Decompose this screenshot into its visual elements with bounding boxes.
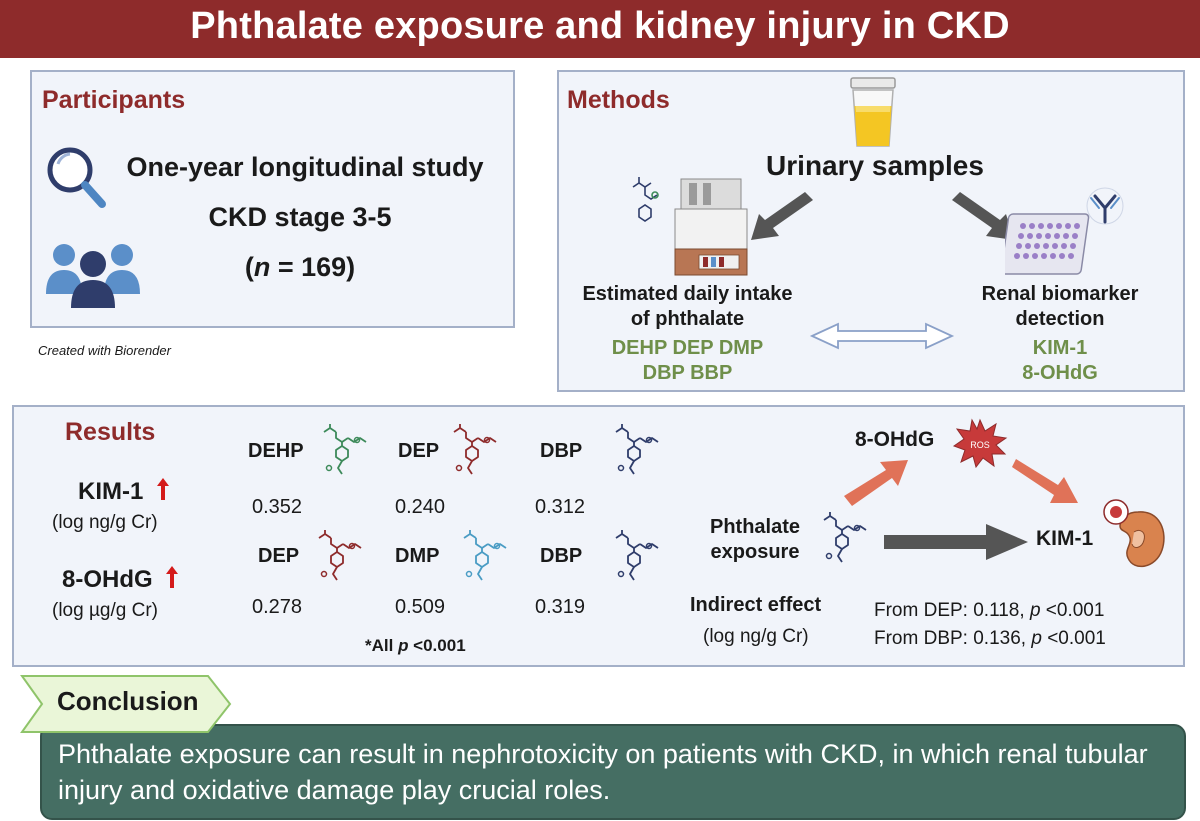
study-design: One-year longitudinal study <box>126 152 484 182</box>
intake-label-line1: Estimated daily intake <box>582 283 793 305</box>
ckd-stage: CKD stage 3-5 <box>208 202 392 232</box>
footnote-suffix: <0.001 <box>408 636 466 655</box>
title-bar: Phthalate exposure and kidney injury in … <box>0 0 1200 58</box>
arrow-to-intake-icon <box>751 192 813 240</box>
compound-label: DEP <box>258 545 300 567</box>
ohdg-outcome: 8-OHdG <box>62 565 179 594</box>
indirect-effect-dbp: From DBP: 0.136, p <0.001 <box>874 628 1106 650</box>
compound-label: DEP <box>398 440 440 462</box>
biomarker-item: 8-OHdG <box>1022 362 1098 384</box>
indirect-effect-unit: (log ng/g Cr) <box>703 626 809 647</box>
compound-label: DMP <box>395 545 440 567</box>
footnote-prefix: *All <box>365 636 399 655</box>
phthalate-compounds-line1: DEHP DEP DMP <box>611 337 764 359</box>
kim1-outcome-label: KIM-1 <box>78 478 144 505</box>
ros-label: ROS <box>970 440 990 450</box>
biomarker-label-line1: Renal biomarker <box>981 283 1139 305</box>
participants-heading: Participants <box>42 86 186 114</box>
p-symbol: p <box>1031 628 1042 649</box>
p-value: <0.001 <box>1041 628 1106 649</box>
urinary-samples-label: Urinary samples <box>766 150 984 181</box>
indirect-effect-dep: From DEP: 0.118, p <0.001 <box>874 600 1104 622</box>
ohdg-outcome-label: 8-OHdG <box>62 566 153 593</box>
indirect-effect-title: Indirect effect <box>690 594 822 616</box>
conclusion-label: Conclusion <box>57 686 199 716</box>
molecule-icon <box>823 512 867 563</box>
arrow-exposure-to-outcome-icon <box>884 524 1028 560</box>
elisa-plate-icon <box>1005 187 1124 275</box>
credit-note: Created with Biorender <box>38 343 171 358</box>
ros-burst-icon: ROS <box>952 418 1008 468</box>
footnote-p: p <box>398 636 409 655</box>
phthalate-compounds: DEHP DEP DMP DBP BBP <box>555 336 820 386</box>
indirect-effect-dbp-value: From DBP: 0.136, <box>874 628 1032 649</box>
page-title: Phthalate exposure and kidney injury in … <box>190 5 1010 47</box>
urine-cup-icon <box>850 77 896 147</box>
bidirectional-arrow-icon <box>809 322 955 350</box>
outcome-node: KIM-1 <box>1036 527 1094 550</box>
sample-size: (n = 169) <box>100 252 500 283</box>
people-group-icon <box>46 244 140 308</box>
mediator-node: 8-OHdG <box>855 428 935 451</box>
sample-size-symbol: n <box>253 252 271 282</box>
exposure-node: Phthalate exposure <box>700 515 810 565</box>
compound-label: DBP <box>540 545 583 567</box>
exposure-node-line2: exposure <box>710 541 800 563</box>
mass-spectrometer-icon <box>632 177 748 276</box>
biomarker-item: KIM-1 <box>1032 337 1088 359</box>
p-symbol: p <box>1029 600 1041 621</box>
kidney-icon <box>1103 499 1165 568</box>
biomarker-label-line2: detection <box>1015 308 1105 330</box>
molecule-icon <box>323 424 367 475</box>
significance-footnote: *All p <0.001 <box>365 636 466 656</box>
molecule-icon <box>615 530 659 581</box>
phthalate-compounds-line2: DBP BBP <box>642 362 733 384</box>
conclusion-text: Phthalate exposure can result in nephrot… <box>58 739 1148 805</box>
biomarker-list: KIM-1 8-OHdG <box>945 336 1175 386</box>
arrow-exposure-to-mediator-icon <box>844 460 908 506</box>
molecule-icon <box>615 424 659 475</box>
coefficient-value: 0.352 <box>252 496 303 518</box>
increase-arrow-icon <box>166 566 179 588</box>
molecule-icon <box>453 424 497 475</box>
p-value: <0.001 <box>1040 600 1105 621</box>
compound-label: DEHP <box>248 440 304 462</box>
coefficient-value: 0.312 <box>535 496 586 518</box>
intake-label-line2: of phthalate <box>630 308 745 330</box>
kim1-outcome: KIM-1 <box>78 477 170 506</box>
methods-heading: Methods <box>567 86 670 114</box>
biomarker-label: Renal biomarker detection <box>945 282 1175 332</box>
sample-size-open: ( <box>244 252 254 282</box>
molecule-icon <box>463 530 507 581</box>
increase-arrow-icon <box>157 478 170 500</box>
coefficient-value: 0.509 <box>395 596 446 618</box>
coefficient-value: 0.240 <box>395 496 446 518</box>
magnifier-icon <box>47 147 106 208</box>
conclusion-box <box>40 724 1186 820</box>
conclusion-tag <box>20 675 232 733</box>
sample-size-value: = 169) <box>270 252 356 282</box>
compound-label: DBP <box>540 440 583 462</box>
ohdg-unit: (log µg/g Cr) <box>52 600 158 621</box>
coefficient-value: 0.278 <box>252 596 303 618</box>
intake-label: Estimated daily intake of phthalate <box>555 282 820 332</box>
molecule-icon <box>318 530 362 581</box>
indirect-effect-dep-value: From DEP: 0.118, <box>874 600 1030 621</box>
coefficient-value: 0.319 <box>535 596 586 618</box>
kim1-unit: (log ng/g Cr) <box>52 512 158 533</box>
arrow-mediator-to-outcome-icon <box>1012 459 1078 503</box>
exposure-node-line1: Phthalate <box>709 516 801 538</box>
arrow-to-biomarker-icon <box>952 192 1014 240</box>
results-heading: Results <box>65 418 156 446</box>
